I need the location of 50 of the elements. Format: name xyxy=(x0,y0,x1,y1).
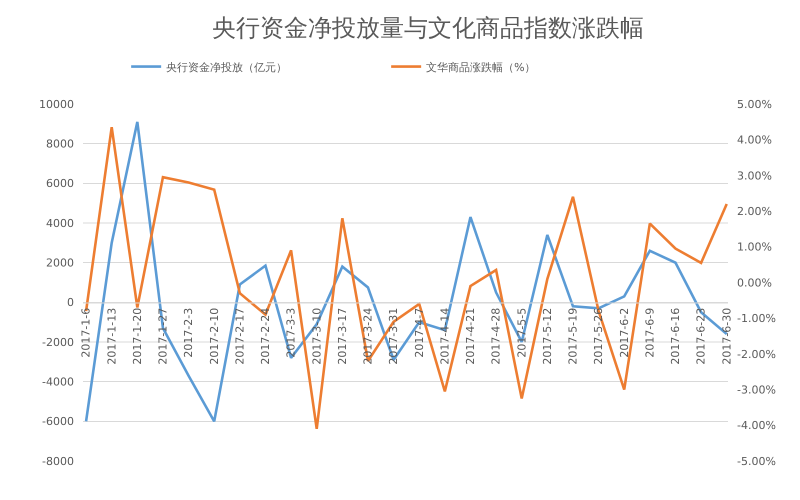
y2-tick-label: -4.00% xyxy=(737,419,776,432)
y2-tick-label: 2.00% xyxy=(737,204,772,218)
y-tick-label: 8000 xyxy=(46,138,74,151)
x-tick-label: 2017-1-13 xyxy=(105,308,118,365)
y-tick-label: 4000 xyxy=(46,216,74,230)
chart-title: 央行资金净投放量与文化商品指数涨跌幅 xyxy=(212,14,644,42)
x-tick-label: 2017-5-19 xyxy=(566,308,580,365)
y2-tick-label: 0.00% xyxy=(737,276,772,290)
x-tick-label: 2017-2-10 xyxy=(208,308,221,365)
x-tick-label: 2017-4-21 xyxy=(464,308,478,365)
y2-tick-label: 3.00% xyxy=(737,169,772,182)
y-tick-label: 6000 xyxy=(46,177,74,190)
x-tick-label: 2017-3-10 xyxy=(310,308,324,365)
x-tick-label: 2017-2-24 xyxy=(259,308,272,365)
x-tick-label: 2017-3-24 xyxy=(362,308,375,365)
x-tick-label: 2017-2-3 xyxy=(182,308,196,358)
y2-tick-label: 5.00% xyxy=(737,98,772,111)
x-tick-label: 2017-1-6 xyxy=(80,308,93,358)
y2-tick-label: 1.00% xyxy=(737,240,772,254)
x-tick-label: 2017-1-27 xyxy=(156,308,170,365)
x-tick-label: 2017-2-17 xyxy=(233,308,246,365)
x-tick-label: 2017-4-7 xyxy=(412,308,426,358)
y2-tick-label: -1.00% xyxy=(737,312,776,326)
legend-label: 文华商品涨跌幅（%） xyxy=(426,60,536,74)
y-tick-label: -8000 xyxy=(42,454,74,468)
x-tick-label: 2017-6-9 xyxy=(643,308,656,358)
y-tick-label: 2000 xyxy=(46,256,74,270)
x-tick-label: 2017-5-26 xyxy=(592,308,606,365)
y2-tick-label: 4.00% xyxy=(737,134,772,147)
y-tick-label: 10000 xyxy=(39,98,74,111)
legend-label: 央行资金净投放（亿元） xyxy=(166,60,288,74)
x-tick-label: 2017-6-16 xyxy=(669,308,682,365)
x-tick-label: 2017-3-17 xyxy=(336,308,349,365)
x-tick-label: 2017-6-30 xyxy=(720,308,734,365)
x-tick-label: 2017-6-2 xyxy=(618,308,631,358)
y-tick-label: -6000 xyxy=(42,415,74,428)
y-tick-label: 0 xyxy=(67,296,74,310)
x-tick-label: 2017-1-20 xyxy=(130,308,144,365)
y-tick-label: -2000 xyxy=(42,336,74,349)
y-tick-label: -4000 xyxy=(42,376,74,389)
y2-tick-label: -2.00% xyxy=(737,348,776,361)
x-tick-label: 2017-6-23 xyxy=(694,308,708,365)
x-tick-label: 2017-3-31 xyxy=(387,308,400,365)
x-tick-label: 2017-5-5 xyxy=(515,308,528,358)
x-tick-label: 2017-4-14 xyxy=(438,308,452,365)
y2-tick-label: -5.00% xyxy=(737,454,776,468)
x-tick-label: 2017-4-28 xyxy=(490,308,503,365)
x-tick-label: 2017-5-12 xyxy=(540,308,554,365)
x-tick-label: 2017-3-3 xyxy=(284,308,298,358)
y2-tick-label: -3.00% xyxy=(737,383,776,396)
